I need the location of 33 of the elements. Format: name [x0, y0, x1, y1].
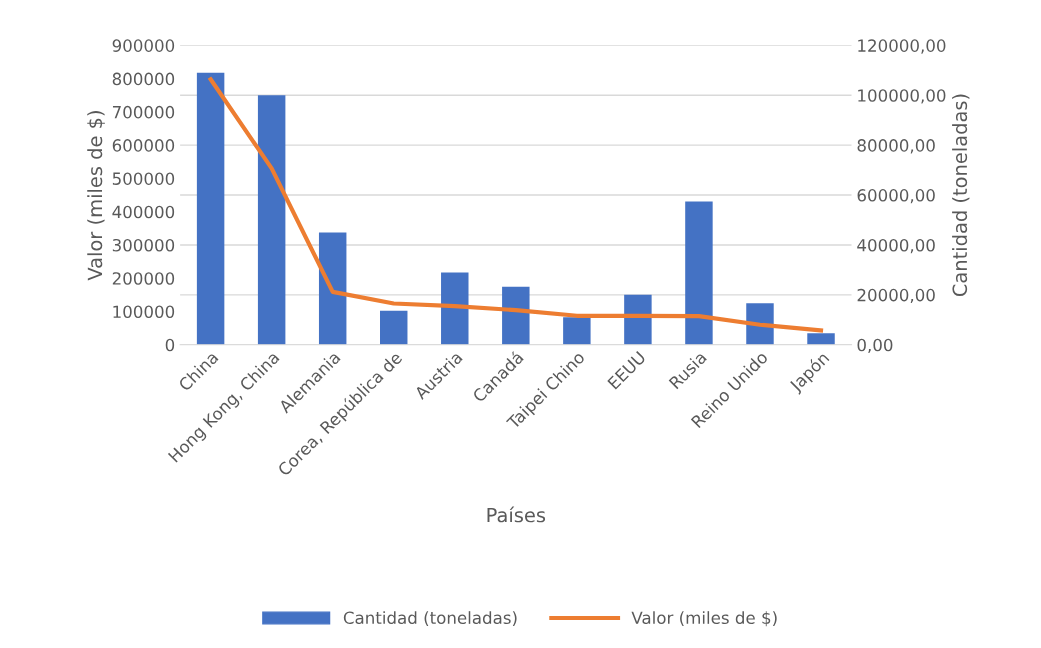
y2-tick-label: 80000,00 [857, 139, 935, 154]
y-tick-label: 200000 [112, 272, 175, 285]
y-tick-label: 400000 [112, 205, 175, 219]
y2-tick-label: 60000,00 [857, 189, 935, 204]
legend-label: Valor (miles de $) [631, 611, 777, 627]
bar [257, 95, 286, 345]
bar [318, 232, 347, 345]
y2-tick-label: 20000,00 [857, 288, 935, 304]
y-tick-label: 100000 [113, 305, 175, 319]
y2-tick-label: 120000,00 [858, 39, 946, 54]
bar [502, 286, 530, 345]
bar [807, 333, 835, 345]
y-tick-label: 600000 [112, 139, 175, 152]
y-tick-label: 500000 [112, 172, 175, 185]
bar [624, 294, 652, 345]
y-tick-label: 800000 [112, 72, 175, 86]
bar [196, 72, 225, 345]
line-series [208, 77, 824, 333]
y-tick-label: 300000 [112, 238, 175, 252]
y-axis-title: Valor (miles de $) [87, 111, 105, 281]
y-tick-label: 0 [165, 338, 175, 352]
legend-label: Cantidad (toneladas) [343, 611, 517, 627]
y-tick-label: 700000 [112, 105, 175, 119]
bar [563, 317, 591, 345]
bar [380, 310, 408, 345]
x-axis-title: Países [487, 506, 546, 523]
y2-tick-label: 100000,00 [858, 89, 946, 104]
y2-tick-label: 40000,00 [857, 238, 935, 254]
bar [441, 272, 469, 345]
y2-tick-label: 0,00 [857, 338, 893, 354]
bar [685, 201, 713, 345]
y2-axis-title: Cantidad (toneladas) [952, 94, 970, 297]
y-tick-label: 900000 [112, 39, 175, 52]
